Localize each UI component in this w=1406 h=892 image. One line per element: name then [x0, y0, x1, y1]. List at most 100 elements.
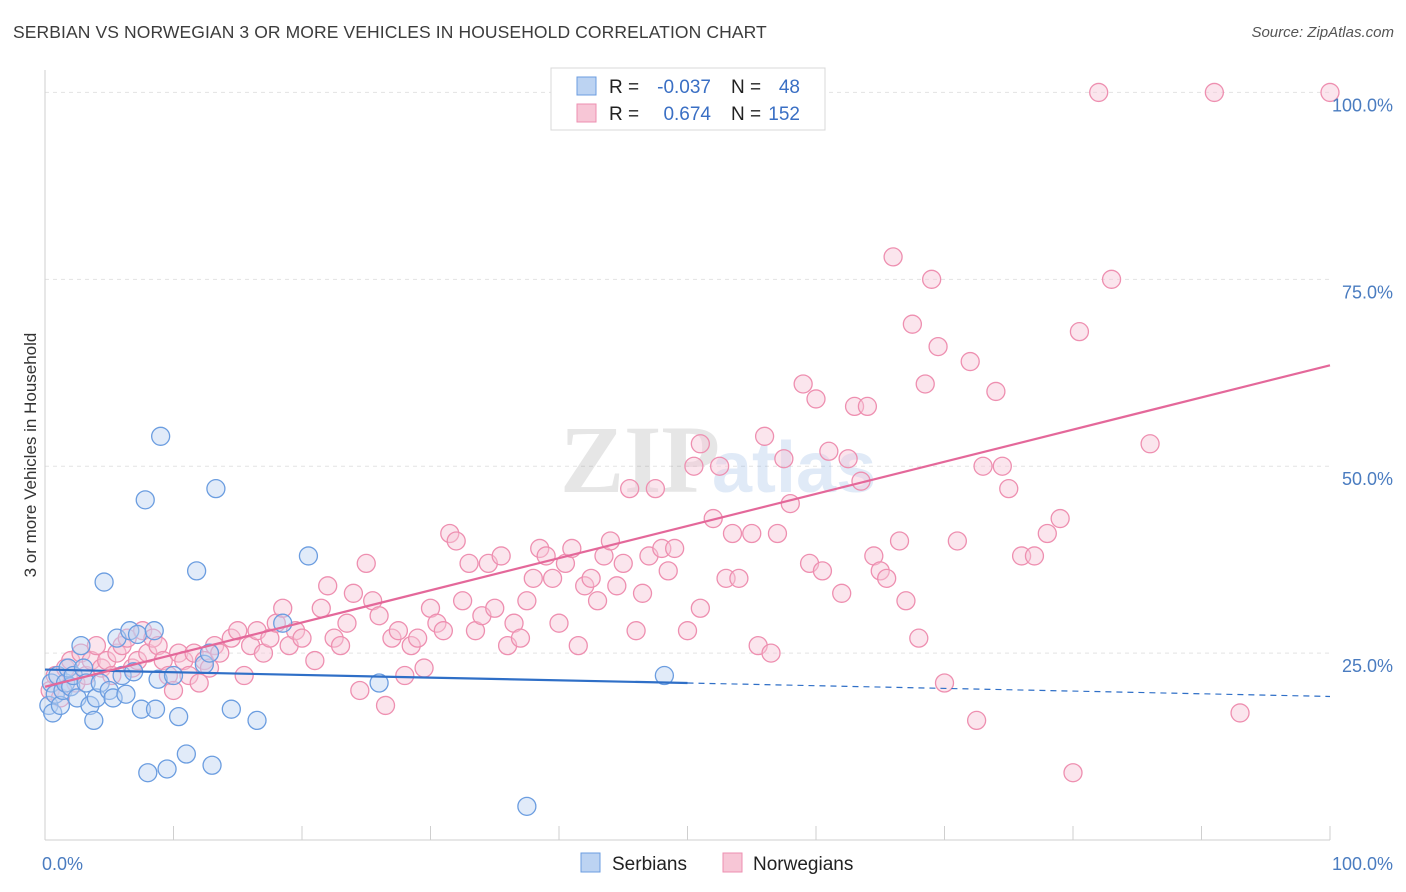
norwegians-point-137: [915, 374, 935, 394]
serbians-r-label: R =: [609, 77, 639, 98]
serbians-point-30: [138, 763, 158, 783]
norwegians-point-159: [1320, 82, 1340, 103]
norwegians-points: [40, 82, 1340, 783]
norwegians-point-68: [446, 531, 466, 551]
series-legend: Serbians Norwegians: [580, 852, 853, 875]
norwegians-point-21: [148, 635, 168, 656]
norwegians-point-157: [1204, 82, 1224, 103]
norwegians-point-118: [780, 493, 800, 514]
norwegians-point-29: [189, 673, 209, 693]
norwegians-point-88: [575, 576, 595, 596]
serbians-n-label: N =: [731, 77, 761, 98]
norwegians-point-66: [433, 621, 454, 641]
norwegians-point-122: [812, 561, 833, 581]
norwegians-point-117: [774, 449, 794, 469]
norwegians-point-123: [819, 441, 839, 461]
norwegians-point-134: [896, 591, 916, 611]
norwegians-point-133: [889, 531, 910, 551]
norwegians-point-78: [510, 628, 531, 648]
norwegians-point-79: [517, 591, 537, 611]
grid-lines: [45, 91, 1330, 654]
norwegians-point-111: [729, 568, 749, 588]
axes: [44, 70, 1331, 841]
norwegians-point-89: [581, 568, 601, 588]
norwegians-point-143: [966, 710, 987, 731]
y-tick-label-3: 100.0%: [1332, 95, 1393, 115]
serbians-point-15: [80, 695, 100, 716]
norwegians-point-112: [742, 523, 762, 544]
norwegians-point-51: [337, 613, 357, 633]
norwegians-point-101: [658, 561, 678, 581]
y-tick-label-0: 25.0%: [1342, 656, 1393, 676]
norwegians-point-102: [665, 538, 685, 559]
norwegians-point-121: [806, 389, 826, 409]
norwegians-point-130: [870, 561, 890, 581]
serbians-point-16: [84, 710, 104, 731]
norwegians-point-70: [459, 553, 479, 574]
norwegians-point-63: [414, 658, 434, 678]
serbians-point-19: [94, 572, 114, 592]
norwegians-point-9: [86, 635, 107, 656]
norwegians-point-81: [530, 538, 550, 559]
y-axis-label: 3 or more Vehicles in Household: [21, 333, 40, 578]
chart-title: SERBIAN VS NORWEGIAN 3 OR MORE VEHICLES …: [13, 22, 767, 42]
norwegians-point-6: [71, 643, 91, 663]
norwegians-point-47: [311, 598, 331, 618]
norwegians-point-119: [793, 374, 813, 394]
norwegians-point-115: [761, 643, 781, 663]
norwegians-point-80: [523, 568, 543, 588]
norwegians-point-97: [632, 583, 653, 603]
x-tick-label-1: 100.0%: [1332, 854, 1393, 874]
norwegians-point-83: [542, 568, 563, 588]
norwegians-point-87: [568, 635, 588, 656]
serbians-trend-extension: [687, 682, 1331, 698]
norwegians-point-151: [1050, 508, 1070, 529]
norwegians-n-value: 152: [768, 104, 800, 125]
norwegians-point-69: [452, 591, 473, 611]
norwegians-point-52: [343, 583, 364, 603]
norwegians-point-11: [97, 650, 117, 671]
norwegians-point-95: [620, 478, 640, 499]
norwegians-trend-line: [44, 364, 1331, 688]
norwegians-point-140: [934, 673, 955, 693]
stats-legend: R = -0.037 N = 48 R = 0.674 N = 152: [550, 67, 826, 131]
serbians-point-35: [157, 759, 177, 779]
serbians-point-2: [43, 703, 63, 723]
norwegians-point-158: [1230, 703, 1250, 723]
norwegians-point-131: [877, 568, 897, 588]
y-tick-label-2: 75.0%: [1342, 282, 1393, 302]
norwegians-point-124: [832, 583, 852, 603]
serbians-point-45: [247, 710, 267, 731]
norwegians-point-156: [1140, 434, 1160, 454]
norwegians-point-146: [992, 456, 1012, 476]
y-tick-labels: 25.0% 50.0% 75.0% 100.0%: [1332, 95, 1393, 676]
serbians-point-43: [206, 478, 226, 499]
serbians-point-44: [221, 699, 241, 719]
norwegians-point-114: [754, 426, 775, 446]
serbians-point-47: [298, 546, 319, 566]
serbians-swatch: [576, 76, 597, 96]
trend-lines: [44, 364, 1331, 698]
serbians-point-24: [116, 684, 136, 704]
norwegians-point-135: [902, 314, 923, 334]
norwegians-point-62: [407, 628, 428, 648]
serbians-point-39: [186, 561, 207, 581]
norwegians-point-116: [767, 523, 788, 544]
norwegians-point-65: [427, 613, 447, 633]
norwegians-point-153: [1069, 322, 1090, 342]
stats-legend-box: [550, 67, 826, 131]
legend-serbians-label: Serbians: [612, 854, 687, 875]
norwegians-point-46: [305, 650, 325, 671]
norwegians-point-45: [292, 628, 312, 648]
norwegians-point-56: [369, 606, 389, 626]
norwegians-point-67: [440, 523, 460, 544]
legend-norwegians-swatch: [722, 852, 743, 873]
norwegians-point-142: [960, 351, 980, 372]
norwegians-point-144: [973, 456, 993, 476]
serbians-point-31: [144, 621, 164, 641]
norwegians-point-54: [356, 553, 376, 574]
norwegians-point-96: [626, 621, 646, 641]
norwegians-point-152: [1063, 763, 1083, 783]
norwegians-point-57: [375, 695, 396, 716]
norwegians-point-150: [1037, 523, 1057, 544]
